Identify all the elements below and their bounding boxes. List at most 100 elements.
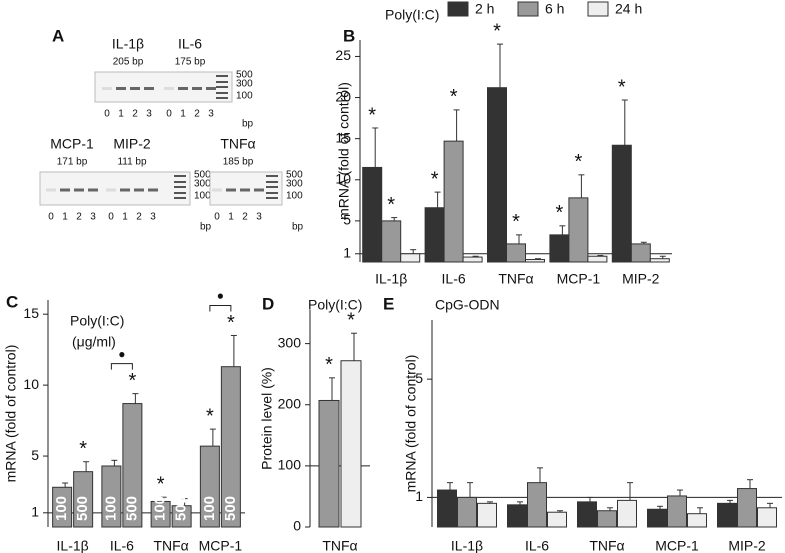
bar [587,255,608,263]
y-axis-label: mRNA (fold of control) [336,82,352,220]
chart-title: Poly(I:C) [70,313,124,329]
bar [171,505,192,528]
amplicon-size: 185 bp [223,157,254,168]
ladder-label: 100 [194,191,211,202]
lane-label: 3 [150,212,156,223]
chart-title: CpG-ODN [435,297,500,313]
bar [487,87,507,263]
chart-title: Poly(I:C) [385,7,439,23]
significance-mark: * [618,76,626,98]
bar [122,403,143,528]
significance-mark: * [431,168,439,190]
ladder-band [174,181,186,183]
gel-band [226,188,236,192]
y-tick-label: 5 [31,447,39,463]
bar [52,486,73,528]
bar [649,258,670,263]
bar [507,504,527,528]
bracket [209,304,232,312]
legend-label: 2 h [475,1,494,17]
lane-label: 3 [256,212,262,223]
gel-band [60,188,70,192]
y-tick-label: 15 [335,129,351,145]
lane-label: 0 [104,109,110,120]
y-tick-label: 15 [23,305,39,321]
lane-label: 3 [90,212,96,223]
gel-band [74,188,84,192]
bar [443,140,464,263]
bar [667,495,687,528]
x-tick-label: TNFα [153,538,188,553]
gel-band [88,188,98,192]
ladder-band [266,192,278,194]
amplicon-size: 205 bp [113,57,144,68]
y-tick-label: 20 [335,88,351,104]
bar [737,488,757,528]
lane-label: 0 [166,109,172,120]
bracket-mark: ● [118,347,125,361]
ladder-band [216,81,228,83]
bar-label: 500 [173,496,190,521]
bar [362,166,383,263]
bar [577,501,597,528]
legend-label: 6 h [545,1,564,17]
lane-label: 0 [48,212,54,223]
bar [547,511,567,528]
bar [549,234,570,263]
amplicon-size: 175 bp [175,57,206,68]
amplicon-size: 111 bp [117,157,147,168]
ladder-band [216,97,228,99]
y-tick-label: 25 [335,47,351,63]
legend-swatch [517,1,539,17]
bar [527,482,547,528]
ladder-label: 500 [286,170,303,181]
x-tick-label: IL-6 [442,271,466,287]
significance-mark: * [556,202,564,224]
gel-band [178,87,188,90]
lane-label: 1 [180,109,186,120]
gel-band [116,87,126,90]
bar [199,445,220,528]
lane-label: 2 [76,212,82,223]
ladder-band [266,175,278,177]
panel-letter: A [52,26,64,45]
bar [506,243,526,263]
y-tick-label: 100 [278,457,302,473]
lane-label: 2 [136,212,142,223]
ladder-band [174,186,186,188]
significance-mark: * [387,194,395,216]
ladder-label: 500 [194,170,211,181]
bar [437,489,457,528]
y-tick-label: 5 [343,212,351,228]
panel-letter: B [343,26,355,45]
significance-mark: * [575,151,583,173]
x-tick-label: IL-1β [57,538,89,553]
significance-mark: * [79,438,87,460]
gel-band [254,188,264,192]
gel-band [120,188,130,192]
bar [381,220,402,263]
x-tick-label: IL-6 [525,538,549,553]
bar [150,500,171,528]
bar [477,502,497,528]
gel-band [106,188,116,192]
gel-band [134,188,144,192]
gel-band [102,87,112,90]
bar [687,513,707,528]
significance-mark: * [347,310,355,332]
bar [340,360,362,528]
y-tick-label: 1 [31,504,39,520]
ladder-band [216,75,228,77]
y-tick-label: 1 [415,488,423,504]
gene-name: MCP-1 [50,136,94,152]
y-axis-label: Protein level (%) [259,367,275,470]
x-tick-label: TNFα [498,271,533,287]
bar [717,502,737,528]
y-tick-label: 300 [278,334,302,350]
ladder-unit: bp [242,119,254,130]
legend-swatch [447,1,469,17]
lane-label: 1 [122,212,128,223]
lane-label: 2 [194,109,200,120]
significance-mark: * [227,312,235,334]
